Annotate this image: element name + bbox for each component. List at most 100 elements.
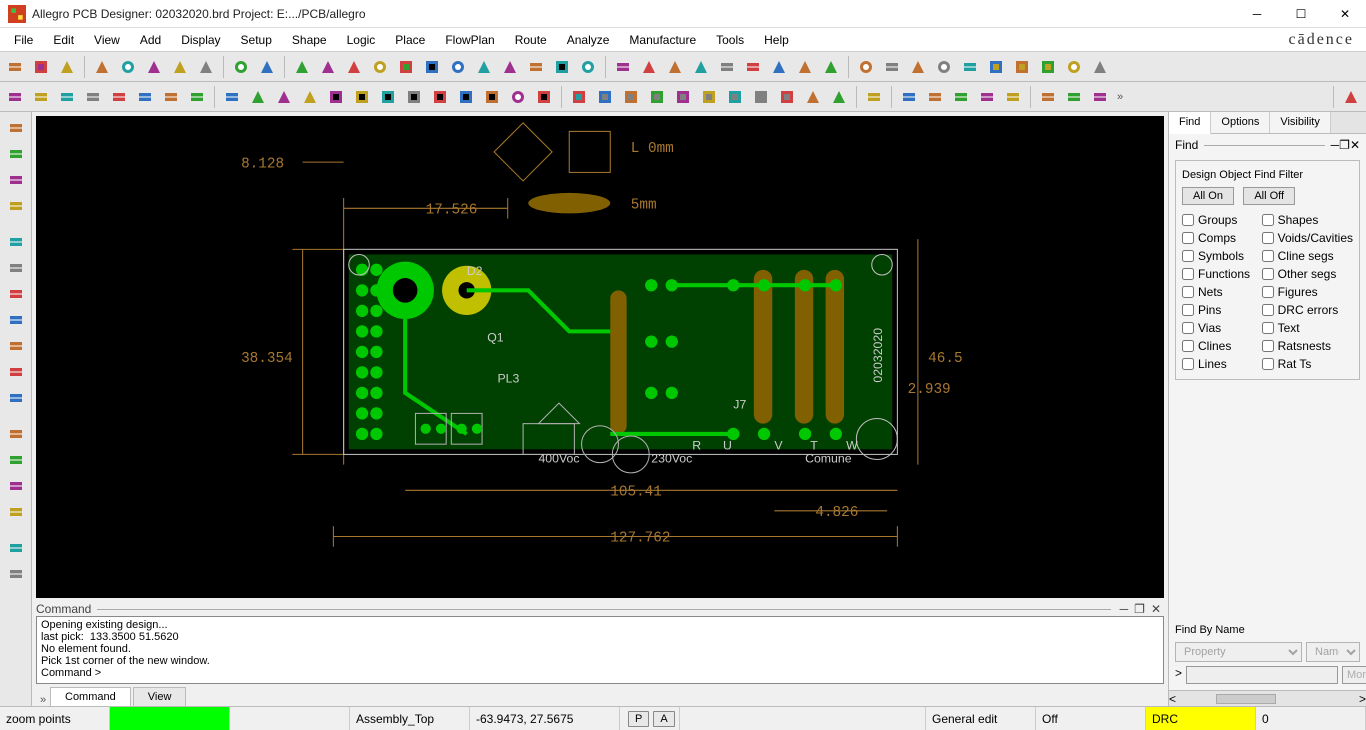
place-c-button[interactable] (376, 85, 400, 109)
filter-symbols[interactable]: Symbols (1182, 249, 1258, 263)
right-panel-hscroll[interactable]: <> (1169, 690, 1366, 706)
find-more-button[interactable]: More... (1342, 666, 1366, 684)
cmd-minimize-icon[interactable]: ─ (1117, 602, 1132, 616)
menu-logic[interactable]: Logic (337, 29, 386, 51)
sq2-button[interactable] (29, 85, 53, 109)
sq6-button[interactable] (133, 85, 157, 109)
rt5-button[interactable] (671, 85, 695, 109)
filter-other-segs[interactable]: Other segs (1262, 267, 1353, 281)
filter-cline-segs[interactable]: Cline segs (1262, 249, 1353, 263)
tab-options[interactable]: Options (1211, 112, 1270, 133)
save-file-button[interactable] (55, 55, 79, 79)
menu-add[interactable]: Add (130, 29, 171, 51)
find-name-select[interactable]: Name (1306, 642, 1360, 662)
tab-find[interactable]: Find (1169, 112, 1211, 134)
tl3-button[interactable] (1088, 85, 1112, 109)
menu-flowplan[interactable]: FlowPlan (435, 29, 504, 51)
cmd-tabs-chevron-icon[interactable]: » (36, 694, 50, 706)
mf5-button[interactable] (1001, 85, 1025, 109)
zoom-tool-button[interactable] (229, 55, 253, 79)
cmd-close-icon[interactable]: ✕ (1148, 602, 1164, 616)
notes-button[interactable] (906, 55, 930, 79)
redo-button[interactable] (194, 55, 218, 79)
rt1-button[interactable] (567, 85, 591, 109)
drc-button[interactable] (958, 55, 982, 79)
rt7-button[interactable] (723, 85, 747, 109)
flip-button[interactable] (576, 55, 600, 79)
menu-setup[interactable]: Setup (231, 29, 282, 51)
sun-b-button[interactable] (1010, 55, 1034, 79)
zoom-world-button[interactable] (420, 55, 444, 79)
all-off-button[interactable]: All Off (1243, 187, 1295, 205)
rt6-button[interactable] (697, 85, 721, 109)
tab-command[interactable]: Command (50, 687, 131, 706)
filter-rat-ts[interactable]: Rat Ts (1262, 357, 1353, 371)
color-view-button[interactable] (637, 55, 661, 79)
filter-clines[interactable]: Clines (1182, 339, 1258, 353)
pin-tool-button[interactable] (255, 55, 279, 79)
zoom-prev-button[interactable] (472, 55, 496, 79)
find-name-input[interactable] (1186, 666, 1338, 684)
filter-lines[interactable]: Lines (1182, 357, 1258, 371)
filter-ratsnests[interactable]: Ratsnests (1262, 339, 1353, 353)
lt11-button[interactable] (4, 386, 28, 410)
cm-b-button[interactable] (741, 55, 765, 79)
maximize-button[interactable]: ☐ (1288, 4, 1314, 24)
place-a-button[interactable] (324, 85, 348, 109)
grid-toggle-button[interactable] (611, 55, 635, 79)
filter-nets[interactable]: Nets (1182, 285, 1258, 299)
info-button[interactable] (880, 55, 904, 79)
rt4-button[interactable] (645, 85, 669, 109)
place-f-button[interactable] (454, 85, 478, 109)
menu-route[interactable]: Route (505, 29, 557, 51)
ptr-button[interactable] (1088, 55, 1112, 79)
lt14-button[interactable] (4, 474, 28, 498)
status-drc-label[interactable]: DRC (1146, 707, 1256, 730)
cm-a-button[interactable] (715, 55, 739, 79)
hist-button[interactable] (1036, 55, 1060, 79)
rt8-button[interactable] (749, 85, 773, 109)
lt2-button[interactable] (4, 142, 28, 166)
menu-display[interactable]: Display (171, 29, 230, 51)
lt5-button[interactable] (4, 230, 28, 254)
filter-groups[interactable]: Groups (1182, 213, 1258, 227)
status-layer[interactable]: Assembly_Top (350, 707, 470, 730)
filter-drc-errors[interactable]: DRC errors (1262, 303, 1353, 317)
find-close-icon[interactable]: ✕ (1350, 138, 1360, 152)
dim-h-button[interactable] (506, 85, 530, 109)
select-button[interactable] (298, 85, 322, 109)
menu-analyze[interactable]: Analyze (557, 29, 620, 51)
status-a-button[interactable]: A (653, 711, 674, 727)
sq7-button[interactable] (159, 85, 183, 109)
menu-help[interactable]: Help (754, 29, 799, 51)
close-button[interactable]: ✕ (1332, 4, 1358, 24)
tab-view[interactable]: View (133, 687, 187, 706)
rt9-button[interactable] (775, 85, 799, 109)
grid-b-button[interactable] (316, 55, 340, 79)
rt2-button[interactable] (593, 85, 617, 109)
design-canvas[interactable]: L 0mm 5mm 8.128 17.526 38.354 46.5 2.939… (36, 116, 1164, 598)
lt3-button[interactable] (4, 168, 28, 192)
sq5-button[interactable] (107, 85, 131, 109)
copy-button[interactable] (116, 55, 140, 79)
all-on-button[interactable]: All On (1182, 187, 1234, 205)
lt10-button[interactable] (4, 360, 28, 384)
sq8-button[interactable] (185, 85, 209, 109)
lt12-button[interactable] (4, 422, 28, 446)
minimize-button[interactable]: ─ (1244, 4, 1270, 24)
lt7-button[interactable] (4, 282, 28, 306)
menu-view[interactable]: View (84, 29, 130, 51)
filter-vias[interactable]: Vias (1182, 321, 1258, 335)
command-output[interactable]: Opening existing design... last pick: 13… (36, 616, 1164, 684)
find-property-select[interactable]: Property (1175, 642, 1302, 662)
refresh-button[interactable] (498, 55, 522, 79)
zoom-sel-button[interactable] (446, 55, 470, 79)
flag-button[interactable] (1062, 55, 1086, 79)
filter-text[interactable]: Text (1262, 321, 1353, 335)
lt16-button[interactable] (4, 536, 28, 560)
lt1-button[interactable] (4, 116, 28, 140)
menu-edit[interactable]: Edit (43, 29, 84, 51)
layer-view-button[interactable] (663, 55, 687, 79)
lt9-button[interactable] (4, 334, 28, 358)
open-file-button[interactable] (29, 55, 53, 79)
